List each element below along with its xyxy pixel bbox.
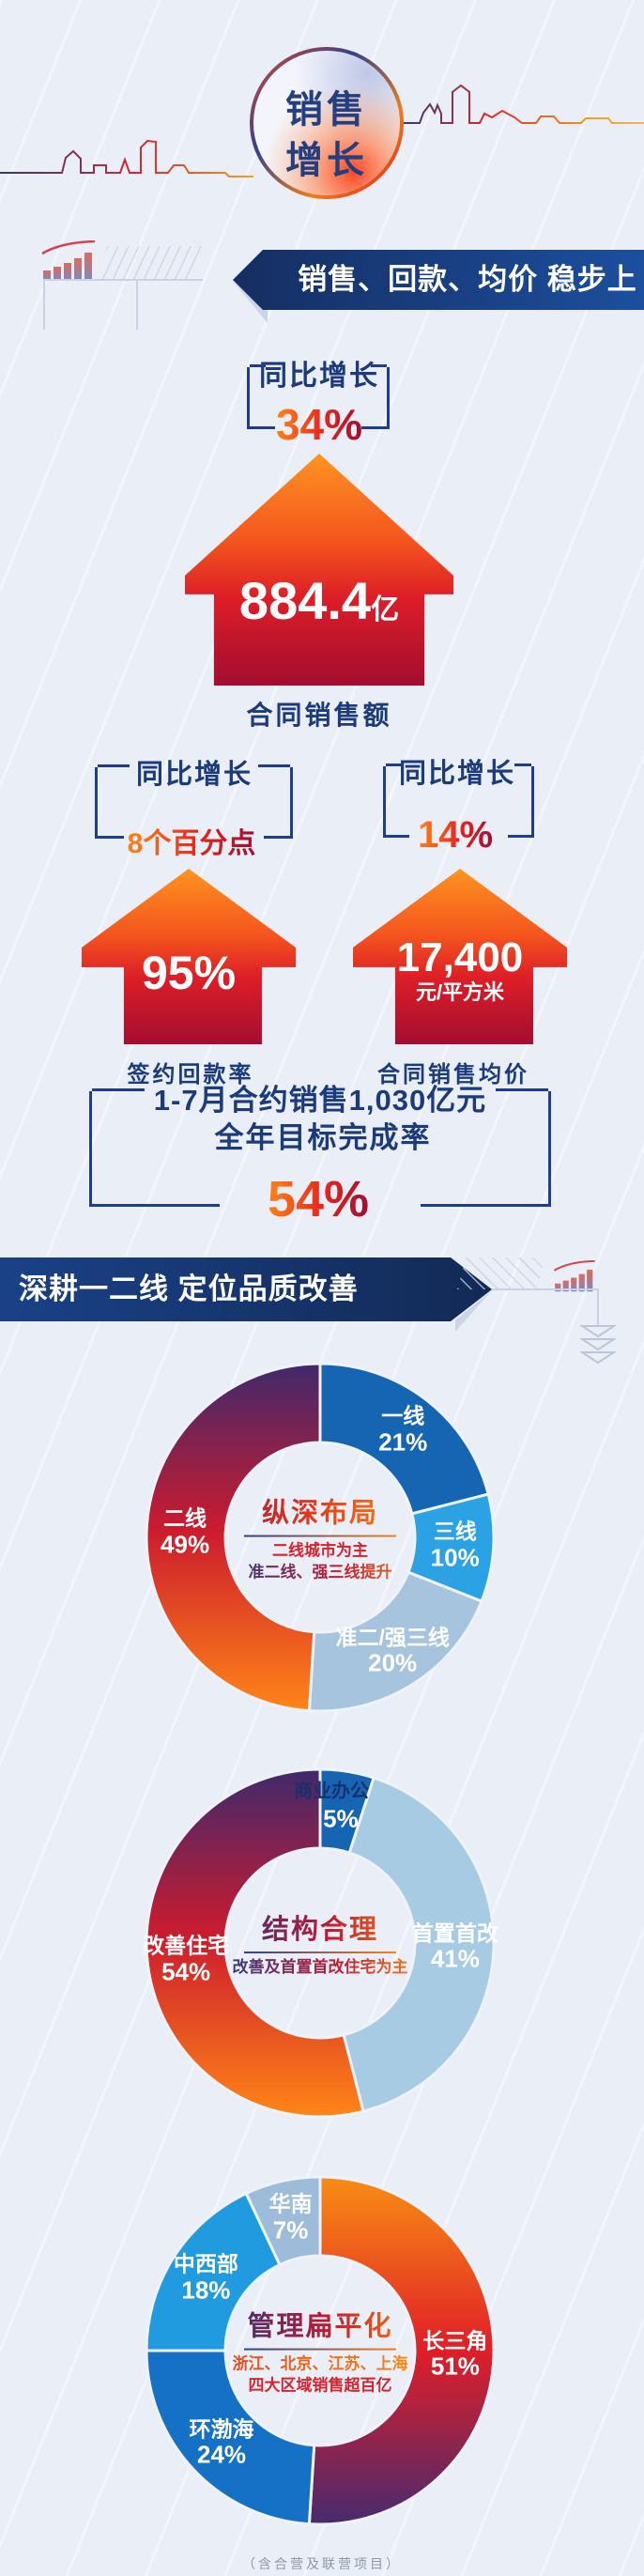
donut-segment-长三角 [307,2175,496,2526]
donut-segment-二线 [145,1362,322,1713]
yoy-value-top: 34% [275,400,363,449]
bracket-left-col-r [258,764,293,839]
hatch-decoration-1 [97,246,202,280]
main-sales-caption: 合同销售额 [246,701,392,730]
decor-line-h2 [492,1288,599,1290]
segment-label-长三角: 长三角 51% [422,2328,488,2381]
bracket-right-col-l [383,764,409,838]
collection-rate-value: 95% [141,947,237,999]
yoy-label-right: 同比增长 [398,759,516,789]
donut-center-text: 结构合理改善及首置首改住宅为主 [224,1907,416,1979]
donut-divider [244,1951,396,1954]
decor-line-h1 [43,279,203,281]
donut-divider [244,1535,396,1537]
title-badge: 销售 增长 [248,45,406,201]
skyline-illustration [0,84,644,177]
donut-chart-city-tiers: 一线 21% 三线 10% 准二/强三线 20% 二线 49% 纵深布局二线城市为主准二线、强三… [123,1340,517,1735]
donut-divider [244,2348,396,2351]
summary-bracket-left [89,1088,220,1207]
yoy-value-left: 8个百分点 [128,820,256,861]
donut-subtitle: 二线城市为主 [272,1541,368,1560]
donut-center-text: 纵深布局二线城市为主准二线、强三线提升 [224,1491,416,1584]
donut-subtitle: 改善及首置首改住宅为主 [224,1957,416,1979]
decor-line-v3 [597,1288,599,1326]
right-up-arrow: 17,400 元/平方米 [353,869,567,1044]
decor-line-v1 [43,279,45,330]
avg-price-unit: 元/平方米 [415,980,505,1004]
donut-title: 管理扁平化 [224,2305,416,2344]
bar-chart-icon-2 [553,1260,595,1292]
avg-price-value: 17,400 [396,934,524,980]
segment-label-环渤海: 环渤海 24% [189,2416,254,2469]
donut-segment-一线 [318,1362,491,1516]
summary-bracket-right [421,1088,551,1207]
yoy-label-top: 同比增长 [259,361,379,392]
donut-segment-环渤海 [145,2349,316,2526]
footnote: （含合营及联营项目） [242,2556,402,2571]
segment-label-准二/强三线: 准二/强三线 20% [335,1625,450,1677]
donut-subtitle: 四大区域销售超百亿 [248,2376,392,2395]
bracket-left-col-l [95,764,130,839]
donut-segment-华南 [244,2175,322,2267]
segment-label-改善住宅: 改善住宅 54% [143,1933,230,1986]
yoy-value-right: 14% [417,814,494,856]
big-up-arrow: 884.4亿 [185,454,453,686]
donut-chart-product-mix: 商业办公 5% 首置首改 41% 改善住宅 54% 结构合理改善及首置首改住宅为主 [123,1746,517,2140]
segment-label-首置首改: 首置首改 41% [411,1920,498,1973]
left-up-arrow: 95% [82,869,296,1044]
donut-chart-regions: 长三角 51% 环渤海 24% 中西部 18% 华南 7% 管理扁平化浙江、北京、江苏、上海 四大… [123,2153,517,2548]
avg-price-caption: 合同销售均价 [377,1062,529,1087]
donut-segment-首置首改 [342,1776,496,2114]
hatch-decoration-2 [457,1257,545,1289]
donut-subtitle: 浙江、北京、江苏、上海 [224,2354,416,2376]
donut-svg [145,1362,496,1713]
summary-line1: 1-7月合约销售1,030亿元 [153,1084,487,1117]
donut-svg [145,2175,496,2526]
donut-subtitle: 准二线、强三线提升 [224,1563,416,1584]
segment-label-一线: 一线 21% [378,1403,428,1457]
bracket-top-left [247,364,275,429]
summary-line2: 全年目标完成率 [214,1121,432,1154]
donut-segment-改善住宅 [145,1767,365,2119]
donut-title: 纵深布局 [224,1491,416,1531]
bar-chart-icon [41,240,96,281]
segment-label-二线: 二线 49% [161,1506,210,1559]
collection-rate-caption: 签约回款率 [127,1062,254,1087]
donut-segment-中西部 [145,2191,282,2352]
donut-title: 结构合理 [224,1907,416,1947]
segment-label-中西部: 中西部 18% [173,2251,238,2305]
main-sales-number: 884.4 [238,571,372,630]
segment-pct: 5% [323,1804,359,1833]
donut-center-text: 管理扁平化浙江、北京、江苏、上海 四大区域销售超百亿 [224,2305,416,2398]
section1-banner: 销售、回款、均价 稳步上升 [233,250,644,310]
badge-title-line2: 增长 [285,140,368,181]
bracket-top-right [361,364,390,429]
main-sales-value: 884.4亿 [185,574,453,638]
main-sales-unit: 亿 [371,594,400,625]
segment-label-outside: 商业办公 [294,1781,369,1802]
chevrons-down-icon [580,1325,616,1365]
donut-segment-准二/强三线 [307,1570,483,1713]
badge-title-line1: 销售 [285,89,368,131]
section2-banner: 深耕一二线 定位品质改善 [0,1257,492,1321]
bracket-right-col-r [508,764,534,838]
decor-line-v2 [136,279,138,330]
summary-value: 54% [267,1171,370,1227]
donut-svg [145,1767,496,2119]
segment-label-华南: 华南 7% [268,2192,313,2244]
yoy-label-left: 同比增长 [135,760,253,790]
badge-ellipse [250,47,404,199]
segment-label-三线: 三线 10% [430,1519,480,1572]
